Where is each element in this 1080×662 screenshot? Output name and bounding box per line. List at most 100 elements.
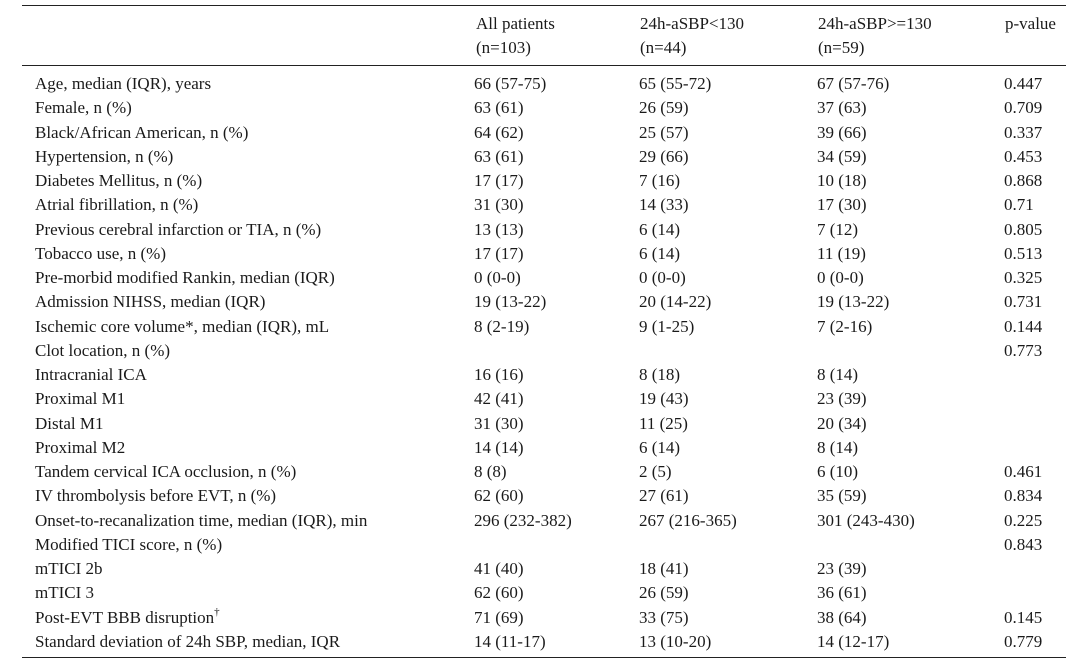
cell-p-value — [1004, 412, 1074, 436]
row-label-text: Proximal M2 — [35, 437, 126, 457]
row-label-text: Onset-to-recanalization time, median (IQ… — [35, 510, 368, 530]
row-label: Age, median (IQR), years — [35, 72, 474, 96]
row-label: Hypertension, n (%) — [35, 145, 474, 169]
cell-all-patients: 31 (30) — [474, 195, 524, 215]
header-asbp-high: 24h-aSBP>=130 (n=59) — [818, 12, 932, 60]
header-line: All patients — [476, 14, 555, 33]
cell-all-patients: 62 (60) — [474, 583, 524, 603]
table-row: Clot location, n (%) 0.773 — [35, 339, 1074, 363]
cell-p-value — [1004, 557, 1074, 581]
cell-all-patients: 63 (61) — [474, 146, 524, 166]
cell-asbp-low: 65 (55-72) — [639, 74, 712, 94]
cell-asbp-low: 19 (43) — [639, 389, 689, 409]
row-label: mTICI 2b — [35, 557, 474, 581]
table-row: Post-EVT BBB disruption† 71 (69) 33 (75) 38… — [35, 606, 1074, 630]
row-label-text: Distal M1 — [35, 413, 104, 433]
header-line: (n=44) — [640, 38, 687, 57]
table-row: Standard deviation of 24h SBP, median, I… — [35, 630, 1074, 654]
characteristics-table: Age, median (IQR), years 66 (57-75) 65 (55… — [35, 72, 1074, 654]
table-row: Distal M1 31 (30) 11 (25) 20 (34) — [35, 412, 1074, 436]
cell-asbp-low: 7 (16) — [639, 171, 681, 191]
row-label-text: Atrial fibrillation, n (%) — [35, 195, 199, 215]
table-row: Onset-to-recanalization time, median (IQ… — [35, 509, 1074, 533]
cell-asbp-high: 34 (59) — [817, 146, 867, 166]
cell-asbp-high: 67 (57-76) — [817, 74, 890, 94]
cell-p-value: 0.834 — [1004, 486, 1043, 506]
table-row: Modified TICI score, n (%) 0.843 — [35, 533, 1074, 557]
cell-asbp-high: 14 (12-17) — [817, 631, 890, 651]
row-label-text: Diabetes Mellitus, n (%) — [35, 171, 203, 191]
row-label: Black/African American, n (%) — [35, 121, 474, 145]
cell-p-value — [1004, 581, 1074, 605]
table-row: Diabetes Mellitus, n (%) 17 (17) 7 (16) 10 … — [35, 169, 1074, 193]
row-label: Post-EVT BBB disruption† — [35, 606, 474, 630]
cell-asbp-low: 26 (59) — [639, 583, 689, 603]
table-row: Proximal M1 42 (41) 19 (43) 23 (39) — [35, 387, 1074, 411]
cell-asbp-low: 26 (59) — [639, 98, 689, 118]
row-label: Distal M1 — [35, 412, 474, 436]
cell-p-value: 0.325 — [1004, 268, 1043, 288]
cell-all-patients — [474, 339, 639, 363]
row-label-text: Modified TICI score, n (%) — [35, 534, 223, 554]
cell-p-value: 0.773 — [1004, 340, 1043, 360]
row-label: Intracranial ICA — [35, 363, 474, 387]
cell-all-patients: 14 (11-17) — [474, 631, 546, 651]
table-row: Pre-morbid modified Rankin, median (IQR)… — [35, 266, 1074, 290]
cell-asbp-high: 7 (12) — [817, 219, 859, 239]
row-label: Ischemic core volume*, median (IQR), mL — [35, 315, 474, 339]
cell-asbp-high: 37 (63) — [817, 98, 867, 118]
table-row: Black/African American, n (%) 64 (62) 25 (… — [35, 121, 1074, 145]
row-label-text: Female, n (%) — [35, 98, 132, 118]
row-label: mTICI 3 — [35, 581, 474, 605]
cell-asbp-low: 0 (0-0) — [639, 268, 686, 288]
cell-asbp-high: 17 (30) — [817, 195, 867, 215]
table-row: Tobacco use, n (%) 17 (17) 6 (14) 11 (19) 0.… — [35, 242, 1074, 266]
row-label: Modified TICI score, n (%) — [35, 533, 474, 557]
cell-all-patients: 16 (16) — [474, 365, 524, 385]
row-label-text: Proximal M1 — [35, 389, 126, 409]
row-label-text: Clot location, n (%) — [35, 340, 171, 360]
footnote-marker: † — [214, 605, 220, 618]
cell-p-value — [1004, 436, 1074, 460]
cell-all-patients: 66 (57-75) — [474, 74, 547, 94]
header-line: (n=103) — [476, 38, 531, 57]
cell-all-patients: 64 (62) — [474, 122, 524, 142]
cell-all-patients: 42 (41) — [474, 389, 524, 409]
cell-asbp-high: 301 (243-430) — [817, 510, 915, 530]
top-rule — [22, 5, 1066, 6]
cell-p-value: 0.779 — [1004, 631, 1043, 651]
cell-all-patients: 41 (40) — [474, 559, 524, 579]
cell-asbp-low: 13 (10-20) — [639, 631, 712, 651]
cell-asbp-high: 39 (66) — [817, 122, 867, 142]
table-row: Female, n (%) 63 (61) 26 (59) 37 (63) 0.709 — [35, 96, 1074, 120]
cell-asbp-high: 7 (2-16) — [817, 316, 873, 336]
row-label-text: Hypertension, n (%) — [35, 146, 174, 166]
row-label: Pre-morbid modified Rankin, median (IQR) — [35, 266, 474, 290]
row-label-text: Age, median (IQR), years — [35, 74, 212, 94]
row-label-text: mTICI 3 — [35, 583, 95, 603]
cell-asbp-high: 35 (59) — [817, 486, 867, 506]
cell-all-patients: 13 (13) — [474, 219, 524, 239]
table-row: Age, median (IQR), years 66 (57-75) 65 (55… — [35, 72, 1074, 96]
cell-p-value: 0.843 — [1004, 534, 1043, 554]
cell-asbp-low: 18 (41) — [639, 559, 689, 579]
row-label-text: mTICI 2b — [35, 559, 103, 579]
cell-p-value: 0.513 — [1004, 243, 1043, 263]
row-label-text: Standard deviation of 24h SBP, median, I… — [35, 631, 341, 651]
row-label: Female, n (%) — [35, 96, 474, 120]
table-row: Previous cerebral infarction or TIA, n (… — [35, 218, 1074, 242]
cell-p-value: 0.145 — [1004, 607, 1043, 627]
row-label-text: Intracranial ICA — [35, 365, 147, 385]
cell-asbp-high: 23 (39) — [817, 559, 867, 579]
cell-p-value — [1004, 363, 1074, 387]
cell-asbp-low: 267 (216-365) — [639, 510, 737, 530]
cell-asbp-low: 2 (5) — [639, 462, 672, 482]
cell-p-value: 0.868 — [1004, 171, 1043, 191]
cell-p-value: 0.731 — [1004, 292, 1043, 312]
cell-asbp-low: 6 (14) — [639, 437, 681, 457]
cell-asbp-high: 0 (0-0) — [817, 268, 864, 288]
header-all-patients: All patients (n=103) — [476, 12, 555, 60]
table-row: Hypertension, n (%) 63 (61) 29 (66) 34 (59)… — [35, 145, 1074, 169]
cell-all-patients: 19 (13-22) — [474, 292, 547, 312]
cell-asbp-high — [817, 533, 1004, 557]
